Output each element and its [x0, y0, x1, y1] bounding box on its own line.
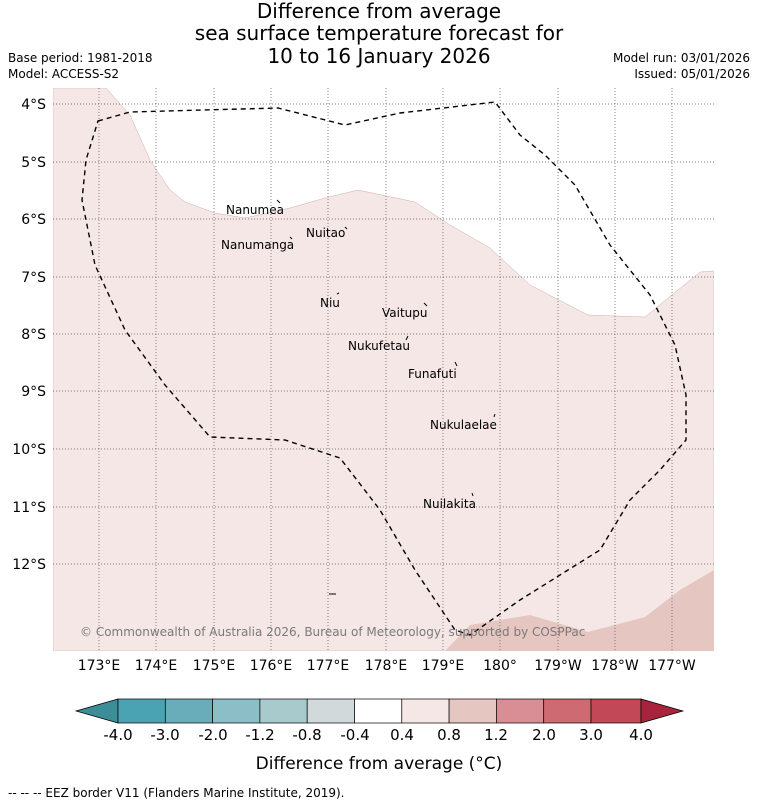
lat-label: 10°S [12, 442, 46, 458]
issued-date: Issued: 05/01/2026 [634, 67, 750, 81]
colorbar-tick: 0.4 [390, 726, 414, 744]
title-line-2: sea surface temperature forecast for [194, 21, 564, 45]
lon-label: 175°E [193, 658, 236, 674]
colorbar-tick: -3.0 [150, 726, 179, 744]
colorbar-tick: -2.0 [198, 726, 227, 744]
model-name: Model: ACCESS-S2 [8, 67, 120, 81]
lon-label: 178°E [365, 658, 408, 674]
place-label: Nanumea [226, 203, 284, 217]
colorbar-tick: 1.2 [484, 726, 508, 744]
place-label: Funafuti [408, 367, 457, 381]
lon-label: 179°E [422, 658, 465, 674]
lat-label: 5°S [21, 155, 46, 171]
island-nukulaelae [493, 413, 496, 418]
gridlines [53, 88, 714, 651]
colorbar-segment [543, 698, 592, 724]
title-line-3: 10 to 16 January 2026 [267, 44, 491, 68]
place-label: Vaitupu [382, 306, 428, 320]
island-niu [336, 292, 340, 295]
lat-label: 9°S [21, 384, 46, 400]
colorbar-segment [354, 698, 403, 724]
eez-legend: -- -- -- EEZ border V11 (Flanders Marine… [8, 786, 345, 800]
lat-label: 8°S [21, 327, 46, 343]
lon-label: 177°E [307, 658, 350, 674]
place-label: Nukufetau [348, 339, 410, 353]
lon-label: 177°W [648, 658, 696, 674]
lat-label: 12°S [12, 557, 46, 573]
colorbar-segment [401, 698, 450, 724]
colorbar-segment [259, 698, 308, 724]
colorbar-segment [448, 698, 497, 724]
anomaly-region-0.8-1.2 [445, 570, 714, 651]
title-line-1: Difference from average [256, 0, 502, 23]
colorbar-segment [164, 698, 213, 724]
lon-label: 179°W [534, 658, 582, 674]
place-label: Nanumanga [221, 238, 294, 252]
base-period: Base period: 1981-2018 [8, 51, 153, 65]
island-nuitao [344, 226, 348, 230]
colorbar-tick: -4.0 [103, 726, 132, 744]
eez-border [81, 101, 687, 636]
colorbar-tick: 0.8 [437, 726, 461, 744]
colorbar-segment [590, 698, 642, 724]
lon-label: 176°E [250, 658, 293, 674]
colorbar-low-arrow [74, 698, 119, 724]
colorbar-title: Difference from average (°C) [256, 754, 503, 774]
colorbar [74, 698, 685, 724]
map-area: Nanumea Nuitao Nanumanga Niu Vaitupu Nuk… [53, 88, 714, 651]
colorbar-tick: -0.4 [340, 726, 369, 744]
lat-axis: 4°S 5°S 6°S 7°S 8°S 9°S 10°S 11°S 12°S [12, 97, 46, 573]
place-label: Nuitao [306, 226, 345, 240]
island-nukufetau [405, 335, 409, 341]
colorbar-ticks: -4.0 -3.0 -2.0 -1.2 -0.8 -0.4 0.4 0.8 1.… [103, 726, 653, 744]
lat-label: 6°S [21, 212, 46, 228]
colorbar-tick: -0.8 [292, 726, 321, 744]
lon-label: 178°W [591, 658, 639, 674]
lon-label: 180° [483, 658, 517, 674]
island-nanumea [276, 199, 281, 204]
island-nuilakita [471, 492, 474, 497]
copyright-text: © Commonwealth of Australia 2026, Bureau… [80, 625, 585, 639]
island-nanumanga [289, 236, 293, 240]
lat-label: 7°S [21, 270, 46, 286]
colorbar-segment [306, 698, 355, 724]
colorbar-segment [212, 698, 261, 724]
lon-label: 173°E [78, 658, 121, 674]
lat-label: 4°S [21, 97, 46, 113]
place-label: Niu [320, 296, 340, 310]
colorbar-segment [496, 698, 545, 724]
colorbar-segment [117, 698, 166, 724]
lon-label: 174°E [135, 658, 178, 674]
lon-axis: 173°E 174°E 175°E 176°E 177°E 178°E 179°… [78, 658, 696, 674]
lat-label: 11°S [12, 500, 46, 516]
islands [276, 199, 496, 595]
model-run: Model run: 03/01/2026 [612, 51, 750, 65]
place-label: Nuilakita [423, 497, 476, 511]
place-label: Nukulaelae [430, 418, 497, 432]
colorbar-tick: -1.2 [245, 726, 274, 744]
island-funafuti [454, 361, 458, 367]
colorbar-tick: 2.0 [532, 726, 556, 744]
colorbar-tick: 3.0 [579, 726, 603, 744]
colorbar-high-arrow [640, 698, 685, 724]
colorbar-tick: 4.0 [629, 726, 653, 744]
island-vaitupu [423, 302, 428, 307]
anomaly-region-0.4-0.8 [53, 88, 714, 651]
